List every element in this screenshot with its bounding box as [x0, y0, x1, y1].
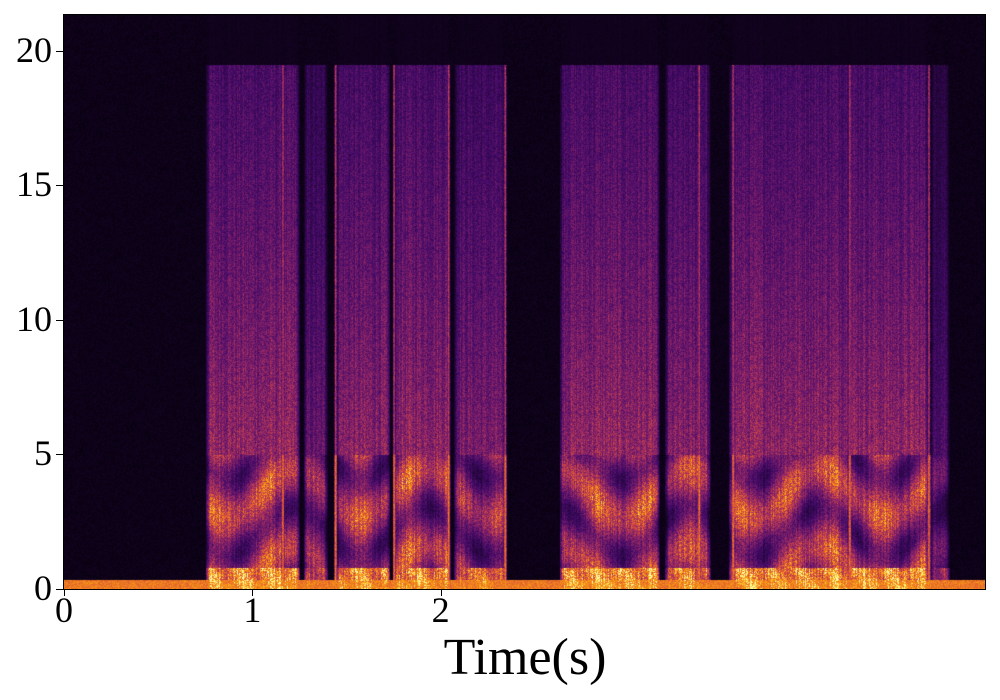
- x-tick-label: 2: [431, 590, 450, 630]
- y-tick-label: 20: [16, 29, 52, 70]
- y-tick-label: 10: [16, 298, 52, 339]
- y-tick-label: 5: [34, 433, 52, 474]
- x-tick: [440, 589, 442, 596]
- y-tick: [56, 185, 63, 187]
- spectrogram-plot-area: [64, 15, 985, 589]
- x-tick: [252, 589, 254, 596]
- x-tick: [64, 589, 65, 596]
- y-tick: [56, 319, 63, 321]
- y-tick-label: 0: [34, 568, 52, 608]
- x-axis-label: Time(s): [443, 629, 607, 686]
- spectrogram-heatmap: [64, 15, 985, 589]
- y-tick-label: 15: [16, 164, 52, 205]
- y-tick: [56, 589, 63, 590]
- x-tick-label: 0: [55, 590, 73, 630]
- y-tick: [56, 454, 63, 456]
- y-tick: [56, 50, 63, 52]
- x-tick-label: 1: [243, 590, 262, 630]
